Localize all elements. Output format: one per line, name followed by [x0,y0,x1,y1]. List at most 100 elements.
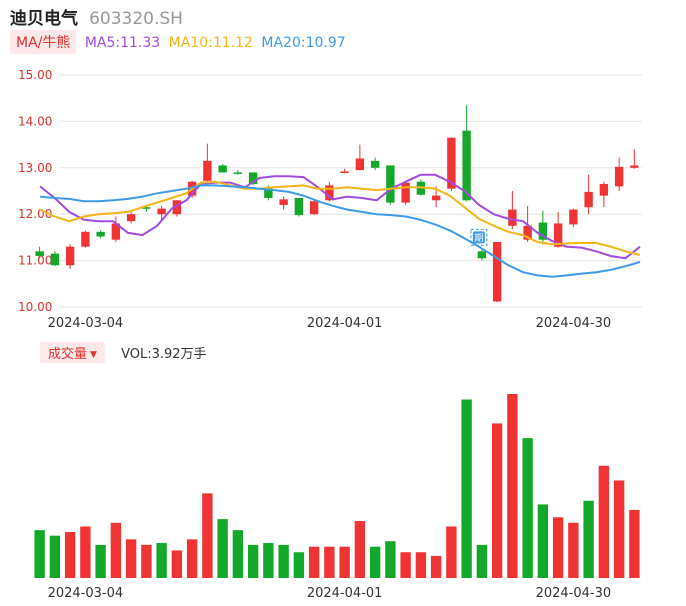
y-tick-label: 13.00 [18,161,52,175]
candle-body [614,166,624,187]
candle-body [96,231,105,237]
candle-body [35,251,44,256]
candle [172,200,182,217]
volume-bar [156,543,167,578]
volume-type-selector[interactable]: 成交量 ▼ [40,342,105,363]
candle-body [172,200,182,215]
volume-bar [537,504,549,578]
candle [401,180,410,205]
stock-name: 迪贝电气 [10,9,78,29]
candle-body [50,253,60,266]
candle [325,181,334,202]
volume-bar [629,509,640,578]
volume-bar [232,530,244,578]
volume-bar [476,544,488,578]
volume-bar [598,465,610,578]
candle-body [599,184,609,196]
candle-body [142,207,151,209]
price-candles [35,105,639,303]
y-tick-label: 12.00 [18,207,52,221]
ma5-line [39,173,641,260]
ma-lines [39,173,641,278]
candle [340,168,349,174]
ma10-line [39,180,641,256]
candle [96,230,105,239]
candle [508,191,517,230]
marker-frame [470,228,488,246]
x-tick-label: 2024-04-01 [307,316,383,331]
volume-bar [369,546,381,578]
price-grid [60,74,642,308]
candle [355,144,365,171]
candle [614,157,624,191]
volume-type-label: 成交量 [48,347,88,362]
candle [65,244,75,269]
candle-body [508,209,517,226]
stock-code: 603320.SH [89,9,183,29]
x-tick-label: 2024-04-01 [307,586,383,601]
candle [111,216,121,243]
volume-value: VOL:3.92万手 [121,347,207,362]
y-tick-label: 11.00 [18,254,52,268]
candle-body [523,225,532,240]
volume-bar [308,546,320,578]
volume-legend: 成交量 ▼ VOL:3.92万手 [40,342,207,363]
ma10-value: MA10:11.12 [168,35,253,51]
candle-body [264,188,273,198]
candle-body [309,201,319,215]
volume-bar [613,480,625,578]
volume-bar [491,423,503,578]
candle [157,205,166,222]
ma20-line [39,184,641,278]
candle [462,105,471,202]
volume-bar [217,519,228,578]
candle [477,247,487,261]
candle [218,164,227,173]
candle-body [111,223,121,240]
candle-body [538,222,548,240]
candle-body [126,214,136,222]
candle [233,170,243,175]
candle [279,196,288,210]
candle-body [65,246,75,266]
candle-body [477,251,487,259]
price-y-axis: 10.00 11.00 12.00 13.00 14.00 15.00 [18,68,52,314]
volume-bar [80,526,91,578]
ma-type-selector[interactable]: MA/牛熊 [10,30,77,54]
y-tick-label: 14.00 [18,114,52,128]
candle [294,197,304,217]
y-tick-label: 15.00 [18,68,52,82]
candle-body [340,171,349,174]
candle [386,165,395,205]
volume-bar [110,522,122,578]
candle-body [386,165,395,203]
volume-bar [278,544,289,578]
candle [203,143,212,182]
volume-bar [446,526,457,578]
ma-legend: MA/牛熊 MA5:11.33 MA10:11.12 MA20:10.97 [10,30,346,54]
candle [248,172,258,186]
x-tick-label: 2024-03-04 [48,586,124,601]
marker-icon [472,231,485,244]
candle [584,174,593,215]
volume-bar [400,552,411,578]
caret-down-icon: ▼ [90,350,97,360]
volume-bar [339,546,350,578]
volume-x-axis: 2024-03-04 2024-04-01 2024-04-30 [48,586,612,601]
candle-body [218,165,227,173]
volume-bar [430,555,442,578]
volume-bar [293,552,305,578]
candle-body [462,130,471,201]
x-tick-label: 2024-04-30 [536,316,612,331]
volume-bar [354,520,366,578]
candle-body [248,172,258,185]
candle [599,181,609,208]
candle-body [401,182,410,203]
volume-bar [385,541,396,578]
event-marker: 期 [470,228,488,246]
candle-body [294,197,304,216]
candle [538,210,548,245]
volume-bar [507,394,518,578]
candle [50,251,60,267]
